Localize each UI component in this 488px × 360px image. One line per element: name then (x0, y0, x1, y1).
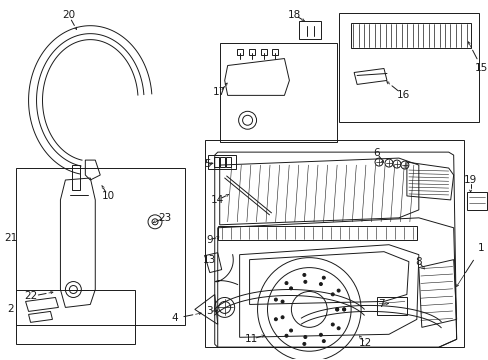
Text: 6: 6 (373, 148, 380, 158)
Bar (207, 155, 235, 169)
Bar (16, 289, 135, 344)
Bar (219, 42, 337, 142)
Text: 15: 15 (474, 63, 487, 72)
Circle shape (302, 342, 305, 345)
Circle shape (336, 289, 340, 292)
Circle shape (335, 308, 338, 311)
Circle shape (330, 323, 334, 326)
Circle shape (289, 287, 292, 290)
Circle shape (319, 283, 322, 285)
Circle shape (330, 293, 334, 296)
Bar (213, 157, 218, 167)
Text: 8: 8 (415, 257, 421, 267)
Circle shape (322, 276, 325, 279)
Bar (272, 49, 278, 55)
Text: 18: 18 (287, 10, 301, 20)
Circle shape (335, 308, 338, 311)
Circle shape (302, 274, 305, 276)
Text: 1: 1 (477, 243, 484, 253)
Text: 16: 16 (396, 90, 410, 100)
Text: 2: 2 (7, 305, 14, 314)
Text: 4: 4 (171, 314, 178, 323)
Text: 22: 22 (24, 292, 37, 301)
Circle shape (274, 298, 277, 301)
Bar (466, 192, 486, 210)
Text: 5: 5 (204, 159, 211, 169)
Bar (217, 226, 416, 240)
Bar (225, 157, 230, 167)
Circle shape (285, 282, 287, 285)
Circle shape (303, 336, 306, 338)
Bar (204, 140, 463, 347)
Text: 7: 7 (377, 300, 384, 310)
Text: 20: 20 (61, 10, 75, 20)
Text: 23: 23 (158, 213, 171, 223)
Bar (350, 23, 469, 48)
Circle shape (281, 300, 284, 303)
Bar (219, 157, 224, 167)
Bar (236, 49, 242, 55)
Circle shape (322, 339, 325, 343)
Text: 14: 14 (211, 195, 224, 205)
Circle shape (336, 327, 340, 330)
Circle shape (303, 280, 306, 283)
Circle shape (281, 316, 284, 319)
Bar (376, 297, 406, 315)
Text: 9: 9 (206, 235, 213, 245)
Circle shape (319, 333, 322, 336)
Text: 3: 3 (206, 306, 213, 316)
Circle shape (289, 329, 292, 332)
Circle shape (285, 334, 287, 337)
Text: 12: 12 (358, 338, 371, 348)
Text: 17: 17 (213, 87, 226, 98)
Text: 13: 13 (203, 255, 216, 265)
Text: 11: 11 (244, 334, 258, 344)
Text: 21: 21 (4, 233, 17, 243)
Bar (260, 49, 266, 55)
Text: 10: 10 (102, 191, 115, 201)
Bar (339, 13, 478, 122)
Bar (16, 168, 184, 325)
Circle shape (342, 308, 345, 311)
Bar (248, 49, 254, 55)
Circle shape (274, 318, 277, 321)
Text: 19: 19 (463, 175, 476, 185)
Circle shape (342, 308, 345, 311)
